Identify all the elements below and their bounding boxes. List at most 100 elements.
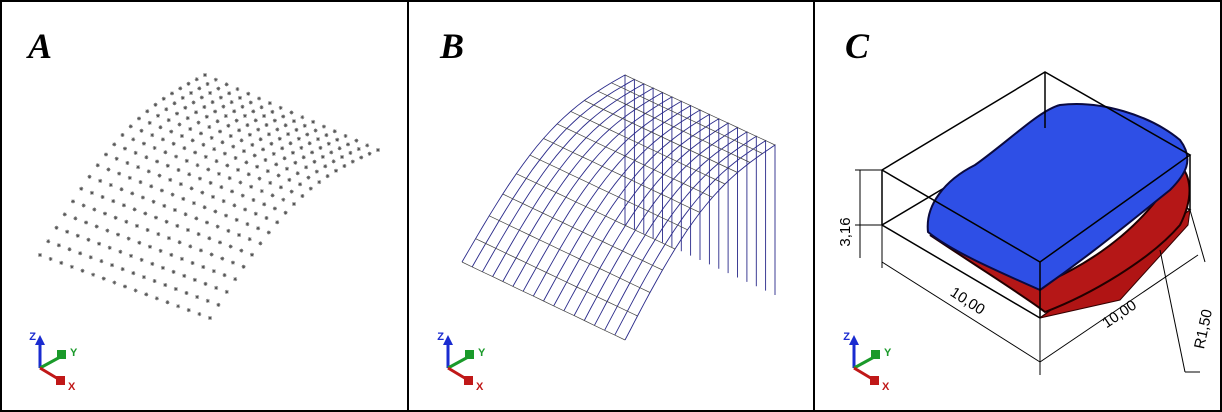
- point: [76, 234, 80, 238]
- point: [365, 143, 369, 147]
- point: [249, 185, 253, 189]
- point: [262, 114, 266, 118]
- point: [156, 114, 160, 118]
- point: [235, 87, 239, 91]
- point: [205, 221, 209, 225]
- point: [89, 255, 93, 259]
- point: [312, 160, 316, 164]
- point: [127, 237, 131, 241]
- point: [323, 164, 327, 168]
- point: [190, 186, 194, 190]
- point: [194, 110, 198, 114]
- point: [180, 257, 184, 261]
- point: [197, 312, 201, 316]
- point: [194, 216, 198, 220]
- point: [214, 78, 218, 82]
- point: [189, 91, 193, 95]
- point: [131, 271, 135, 275]
- point: [204, 282, 208, 286]
- point: [140, 258, 144, 262]
- point: [84, 220, 88, 224]
- point: [315, 170, 319, 174]
- point: [267, 230, 271, 234]
- point: [334, 169, 338, 173]
- point: [135, 224, 139, 228]
- point: [201, 143, 205, 147]
- point: [274, 162, 278, 166]
- point: [216, 87, 220, 91]
- point: [317, 180, 321, 184]
- point: [338, 146, 342, 150]
- point: [178, 240, 182, 244]
- y-arrow: [57, 350, 66, 359]
- point: [226, 229, 230, 233]
- point: [191, 138, 195, 142]
- point: [192, 201, 196, 205]
- point: [216, 225, 220, 229]
- point: [152, 200, 156, 204]
- point: [216, 119, 220, 123]
- point: [177, 123, 181, 127]
- point: [249, 101, 253, 105]
- point: [260, 105, 264, 109]
- point: [273, 119, 277, 123]
- point: [161, 266, 165, 270]
- point: [200, 191, 204, 195]
- point: [212, 269, 216, 273]
- point: [174, 287, 178, 291]
- point: [118, 250, 122, 254]
- point: [281, 198, 285, 202]
- point: [227, 91, 231, 95]
- point: [182, 274, 186, 278]
- point: [86, 238, 90, 242]
- point: [240, 105, 244, 109]
- point: [253, 154, 257, 158]
- y-arrow: [465, 350, 474, 359]
- panel-label: C: [845, 26, 870, 66]
- point: [147, 169, 151, 173]
- point: [198, 177, 202, 181]
- point: [231, 145, 235, 149]
- point: [125, 161, 129, 165]
- point: [68, 247, 72, 251]
- point: [239, 249, 243, 253]
- point: [209, 181, 213, 185]
- point: [123, 147, 127, 151]
- point: [166, 164, 170, 168]
- point: [162, 204, 166, 208]
- point: [219, 96, 223, 100]
- point: [129, 124, 133, 128]
- point: [59, 261, 63, 265]
- point: [256, 128, 260, 132]
- point: [192, 100, 196, 104]
- point: [327, 142, 331, 146]
- point: [223, 273, 227, 277]
- point: [278, 137, 282, 141]
- point: [292, 119, 296, 123]
- point: [302, 155, 306, 159]
- point: [224, 214, 228, 218]
- point: [108, 246, 112, 250]
- point: [149, 184, 153, 188]
- point: [324, 133, 328, 137]
- point: [124, 220, 128, 224]
- point: [218, 240, 222, 244]
- point: [376, 148, 380, 152]
- point: [103, 212, 107, 216]
- x-arrow: [464, 376, 473, 385]
- point: [283, 156, 287, 160]
- point: [63, 212, 67, 216]
- point: [228, 176, 232, 180]
- point: [241, 194, 245, 198]
- point: [121, 267, 125, 271]
- point: [291, 151, 295, 155]
- point: [139, 129, 143, 133]
- panel-label: A: [26, 26, 52, 66]
- point: [57, 243, 61, 247]
- point: [79, 187, 83, 191]
- point: [311, 120, 315, 124]
- point: [225, 164, 229, 168]
- point: [154, 216, 158, 220]
- axis-label: X: [882, 381, 890, 393]
- point: [303, 124, 307, 128]
